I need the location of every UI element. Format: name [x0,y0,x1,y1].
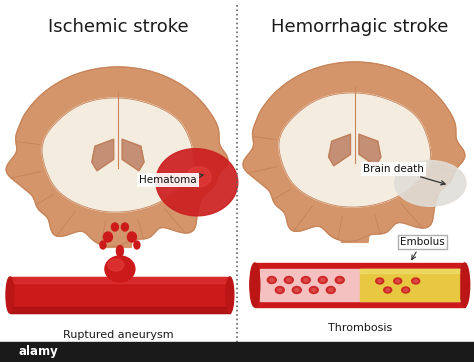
Polygon shape [156,149,238,216]
Ellipse shape [376,278,384,284]
Text: Thrombosis: Thrombosis [328,323,392,333]
Text: Ruptured aneurysm: Ruptured aneurysm [63,330,173,340]
Text: alamy: alamy [18,345,58,358]
Ellipse shape [134,241,140,249]
Ellipse shape [275,286,284,294]
Polygon shape [337,213,373,243]
Ellipse shape [414,280,418,282]
Ellipse shape [270,278,274,282]
Ellipse shape [226,277,234,313]
Ellipse shape [329,289,333,291]
Ellipse shape [318,277,327,283]
Ellipse shape [128,232,137,242]
Polygon shape [187,167,211,187]
Polygon shape [328,134,351,166]
Ellipse shape [108,259,124,271]
Ellipse shape [267,277,276,283]
Ellipse shape [304,278,308,282]
Ellipse shape [6,277,14,313]
Polygon shape [91,139,114,171]
Ellipse shape [378,280,382,282]
Ellipse shape [103,232,112,242]
Ellipse shape [292,286,301,294]
Text: Hematoma: Hematoma [139,173,203,185]
Ellipse shape [100,241,106,249]
Ellipse shape [338,278,342,282]
Text: Hemorrhagic stroke: Hemorrhagic stroke [271,18,448,36]
Text: Brain death: Brain death [363,164,445,185]
Ellipse shape [401,287,410,293]
Ellipse shape [295,289,299,291]
Ellipse shape [335,277,344,283]
Ellipse shape [284,277,293,283]
Ellipse shape [460,263,470,307]
Ellipse shape [396,280,400,282]
Ellipse shape [121,223,128,231]
Ellipse shape [394,278,401,284]
Polygon shape [243,62,465,241]
Ellipse shape [386,289,390,291]
Text: Embolus: Embolus [400,237,445,260]
Ellipse shape [395,161,466,206]
Ellipse shape [250,263,260,307]
Ellipse shape [111,223,118,231]
Ellipse shape [278,289,282,291]
Ellipse shape [312,289,316,291]
Polygon shape [279,93,430,207]
Ellipse shape [309,286,318,294]
Ellipse shape [105,256,135,282]
Polygon shape [359,134,381,166]
Ellipse shape [287,278,291,282]
Ellipse shape [404,289,408,291]
Ellipse shape [117,245,123,257]
Ellipse shape [412,278,419,284]
Ellipse shape [326,286,335,294]
Text: Ischemic stroke: Ischemic stroke [47,18,188,36]
Polygon shape [100,218,136,247]
Ellipse shape [301,277,310,283]
Ellipse shape [321,278,325,282]
Polygon shape [42,98,194,212]
Ellipse shape [384,287,392,293]
Polygon shape [6,67,228,246]
Polygon shape [10,277,230,313]
Polygon shape [122,139,144,171]
